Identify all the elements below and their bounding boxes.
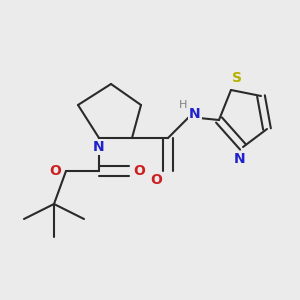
Text: O: O: [50, 164, 61, 178]
Text: N: N: [234, 152, 246, 166]
Text: S: S: [232, 71, 242, 85]
Text: N: N: [93, 140, 105, 154]
Text: O: O: [150, 173, 162, 187]
Text: N: N: [189, 107, 201, 121]
Text: O: O: [134, 164, 146, 178]
Text: H: H: [179, 100, 187, 110]
